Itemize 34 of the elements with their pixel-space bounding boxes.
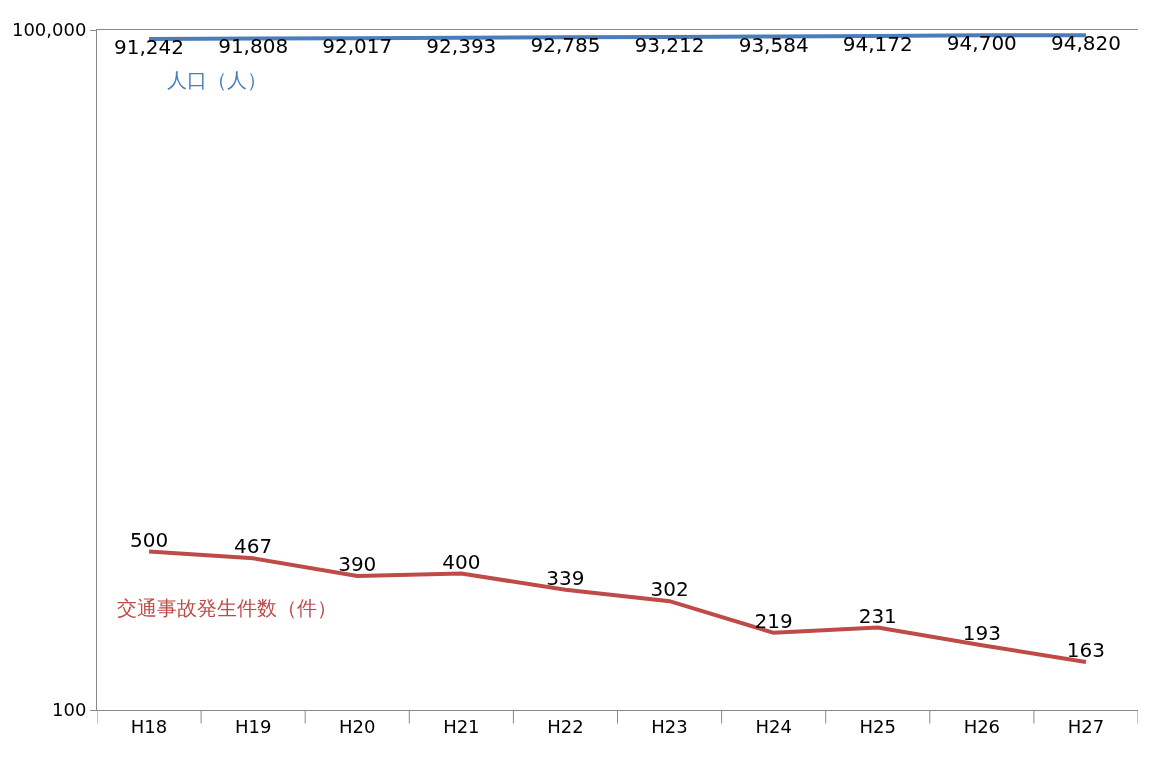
x-tick-label: H26 bbox=[963, 715, 1001, 737]
data-label: 94,172 bbox=[842, 31, 913, 56]
y-tick-label: 100 bbox=[52, 699, 87, 721]
data-label: 390 bbox=[338, 552, 377, 577]
data-label: 163 bbox=[1066, 637, 1106, 662]
data-label: 302 bbox=[650, 577, 689, 602]
series-label: 人口（人） bbox=[167, 68, 267, 92]
data-label: 93,212 bbox=[634, 32, 705, 57]
data-label: 339 bbox=[546, 565, 585, 590]
data-label: 231 bbox=[858, 603, 897, 628]
x-tick-label: H18 bbox=[130, 715, 168, 737]
data-label: 400 bbox=[442, 549, 481, 574]
x-tick-label: H25 bbox=[859, 715, 896, 737]
x-tick-label: H23 bbox=[651, 715, 688, 737]
data-label: 219 bbox=[754, 608, 793, 633]
x-tick-label: H21 bbox=[443, 715, 480, 737]
data-label: 193 bbox=[962, 621, 1001, 646]
series-label: 交通事故発生件数（件） bbox=[117, 596, 337, 620]
x-tick-label: H22 bbox=[547, 715, 584, 737]
data-label: 94,700 bbox=[946, 31, 1017, 56]
data-label: 92,393 bbox=[426, 33, 497, 58]
data-label: 91,242 bbox=[114, 35, 185, 60]
x-tick-label: H24 bbox=[755, 715, 792, 737]
data-label: 91,808 bbox=[218, 34, 289, 59]
x-tick-label: H27 bbox=[1067, 715, 1105, 737]
data-label: 92,017 bbox=[322, 34, 393, 59]
data-label: 93,584 bbox=[738, 32, 809, 57]
data-label: 467 bbox=[234, 534, 273, 559]
y-tick-label: 100,000 bbox=[11, 19, 87, 41]
x-tick-label: H19 bbox=[234, 715, 272, 737]
x-tick-label: H20 bbox=[339, 715, 376, 737]
data-label: 500 bbox=[129, 527, 169, 552]
data-label: 92,785 bbox=[530, 33, 601, 58]
data-label: 94,820 bbox=[1050, 31, 1121, 56]
